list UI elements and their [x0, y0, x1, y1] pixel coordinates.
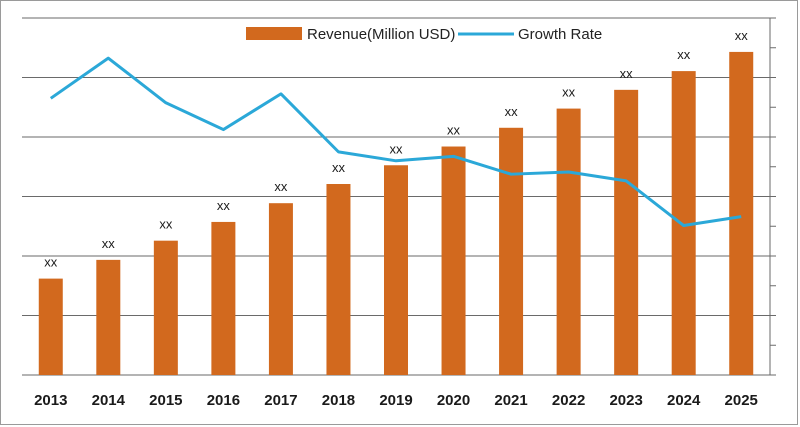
revenue-bar-2016: [211, 221, 236, 375]
data-label-2013: xx: [44, 255, 58, 270]
data-label-2016: xx: [217, 198, 231, 213]
data-label-2022: xx: [562, 85, 576, 100]
data-labels: xx xx xx xx xx xx xx xx xx xx xx xx xx: [44, 28, 748, 270]
x-tick-label-2023: 2023: [609, 392, 642, 409]
revenue-bar-2015: [153, 240, 178, 375]
x-tick-label-2016: 2016: [207, 392, 240, 409]
grid-lines: [22, 17, 776, 376]
x-axis-tick-labels: 2013 2014 2015 2016 2017 2018 2019 2020 2021 2022…: [34, 392, 758, 409]
revenue-bar-2013: [38, 278, 63, 375]
data-label-2015: xx: [159, 217, 173, 232]
data-label-2017: xx: [274, 179, 288, 194]
growth-rate-line-group: [49, 56, 742, 228]
data-label-2014: xx: [102, 236, 116, 251]
data-label-2023: xx: [620, 66, 634, 81]
x-tick-label-2018: 2018: [322, 392, 355, 409]
x-tick-label-2014: 2014: [92, 392, 126, 409]
revenue-bar-2020: [441, 146, 466, 375]
legend-revenue-swatch: [246, 27, 302, 40]
revenue-bars: [38, 51, 754, 376]
x-tick-label-2015: 2015: [149, 392, 182, 409]
revenue-bar-2017: [268, 203, 293, 375]
growth-rate-line: [49, 56, 742, 228]
data-label-2020: xx: [447, 123, 461, 138]
data-label-2021: xx: [505, 104, 519, 119]
data-label-2025: xx: [735, 28, 749, 43]
x-tick-label-2013: 2013: [34, 392, 67, 409]
x-tick-label-2022: 2022: [552, 392, 585, 409]
legend-revenue-label: Revenue(Million USD): [307, 26, 455, 43]
x-tick-label-2017: 2017: [264, 392, 297, 409]
revenue-bar-2014: [96, 259, 121, 375]
x-tick-label-2019: 2019: [379, 392, 412, 409]
revenue-bar-2019: [384, 165, 408, 375]
data-label-2018: xx: [332, 160, 346, 175]
x-tick-label-2024: 2024: [667, 392, 701, 409]
revenue-bar-2022: [556, 108, 581, 376]
x-tick-label-2020: 2020: [437, 392, 470, 409]
x-tick-label-2021: 2021: [494, 392, 527, 409]
x-tick-label-2025: 2025: [725, 392, 758, 409]
revenue-bar-2023: [614, 89, 639, 375]
legend: Revenue(Million USD) Growth Rate: [246, 26, 602, 43]
revenue-bar-2018: [326, 184, 351, 375]
data-label-2019: xx: [390, 141, 404, 156]
revenue-bar-2025: [729, 51, 754, 375]
revenue-bar-2021: [499, 127, 524, 375]
data-label-2024: xx: [677, 47, 691, 62]
legend-growth-label: Growth Rate: [518, 26, 602, 43]
